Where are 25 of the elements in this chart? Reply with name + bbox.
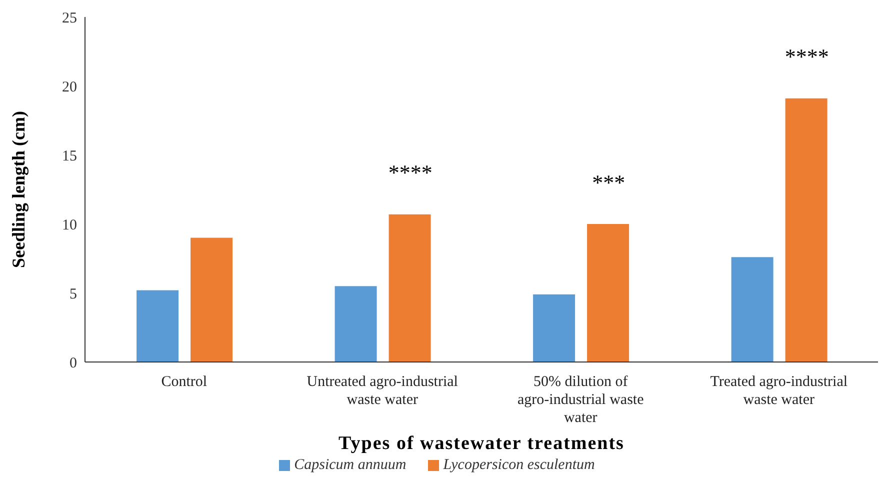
x-tick-label: 50% dilution of agro-industrial waste water <box>518 374 644 426</box>
bar <box>785 98 828 362</box>
x-axis-title: Types of wastewater treatments <box>338 433 624 454</box>
y-tick-label: 20 <box>62 79 77 96</box>
y-tick-label: 10 <box>62 217 77 234</box>
x-tick-label: Untreated agro-industrial waste water <box>306 374 458 408</box>
bar <box>587 224 630 362</box>
y-tick-label: 5 <box>70 286 77 302</box>
x-tick-label: Control <box>161 374 208 390</box>
bar <box>533 294 576 362</box>
legend-label: Lycopersicon esculentum <box>443 457 595 473</box>
bar <box>731 257 774 362</box>
bar <box>136 290 179 362</box>
x-tick-label: Treated agro-industrial waste water <box>710 374 848 408</box>
annotation: *** <box>592 170 626 195</box>
bar <box>334 286 377 362</box>
annotation: **** <box>388 160 432 186</box>
y-tick-label: 0 <box>70 355 77 372</box>
y-axis-title: Seedling length (cm) <box>8 111 28 268</box>
y-tick-label: 25 <box>62 10 77 26</box>
legend-label: Capsicum annuum <box>294 457 406 473</box>
y-tick-label: 15 <box>62 148 77 164</box>
bar <box>388 214 431 362</box>
bar <box>190 238 233 362</box>
annotation: **** <box>784 44 829 70</box>
